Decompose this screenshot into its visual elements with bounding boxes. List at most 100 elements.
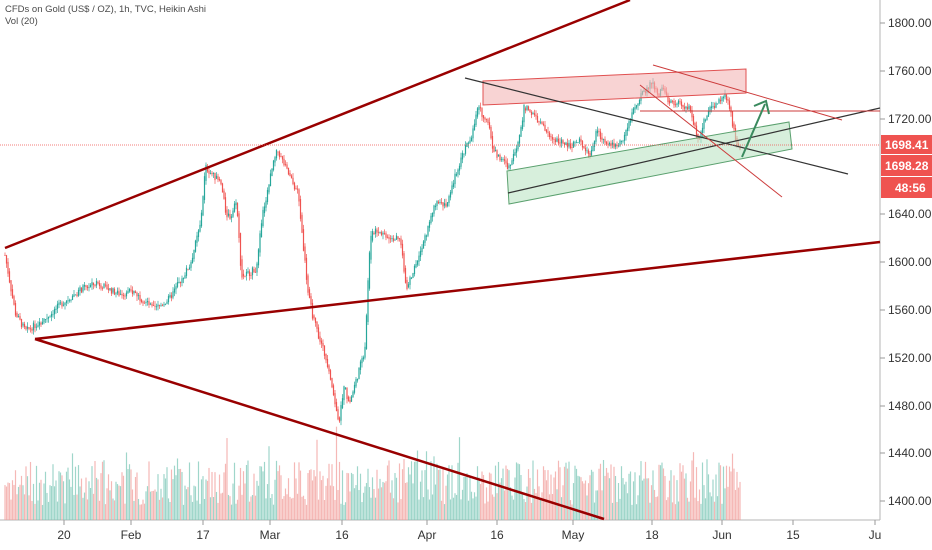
candle-body <box>544 124 546 131</box>
volume-bar <box>181 472 183 520</box>
candle-body <box>497 154 500 157</box>
candle-body <box>344 387 347 389</box>
volume-bar <box>490 473 492 520</box>
candle-body <box>701 127 704 133</box>
candle-body <box>409 277 411 285</box>
upper-resistance-diagonal[interactable] <box>652 64 843 121</box>
candle-body <box>667 94 669 103</box>
volume-bar <box>242 471 245 520</box>
candle-body <box>68 300 71 302</box>
candle-body <box>91 282 93 286</box>
volume-bar <box>109 490 111 520</box>
volume-bar <box>347 473 350 520</box>
candle-body <box>71 295 74 300</box>
candle-body <box>496 150 498 158</box>
volume-bar <box>493 496 495 520</box>
volume-bar <box>500 478 503 520</box>
volume-bar <box>653 489 656 520</box>
volume-bar <box>145 491 147 520</box>
candle-body <box>55 308 57 310</box>
volume-bar <box>610 464 612 520</box>
volume-bar <box>602 460 605 520</box>
descending-trendline[interactable] <box>464 77 849 175</box>
rising-support-trendline[interactable] <box>34 240 881 341</box>
candle-body <box>506 162 509 170</box>
candle-body <box>718 98 720 104</box>
volume-bar <box>226 438 228 520</box>
volume-bar <box>46 492 48 520</box>
candle-body <box>308 289 311 298</box>
candle-body <box>202 196 204 216</box>
volume-bar <box>637 495 639 520</box>
drawings[interactable] <box>0 0 881 521</box>
volume-bar <box>56 501 59 520</box>
candle-body <box>100 285 102 289</box>
candle-body <box>587 150 590 154</box>
volume-bar <box>712 479 714 520</box>
candle-body <box>538 121 540 123</box>
candle-body <box>679 101 681 103</box>
volume-bar <box>608 478 611 520</box>
time-axis[interactable]: 20 Feb 17 Mar 16 Apr 16 May 18 Jun 15 Ju <box>57 520 881 542</box>
volume-bar <box>47 501 50 520</box>
steep-decline-line[interactable] <box>639 84 783 198</box>
volume-bar <box>724 488 726 520</box>
candle-body <box>181 278 183 283</box>
candle-body <box>683 106 686 109</box>
volume-bar <box>715 474 717 520</box>
candle-body <box>451 185 453 194</box>
volume-bar <box>509 487 512 520</box>
volume-bar <box>5 486 8 520</box>
volume-bar <box>640 461 642 520</box>
candle-body <box>569 143 572 148</box>
volume-bar <box>704 498 707 520</box>
volume-bar <box>212 497 215 520</box>
lower-expanding-trendline[interactable] <box>34 337 605 521</box>
resistance-zone-box[interactable] <box>482 68 747 106</box>
price-axis[interactable]: 1800.00 1760.00 1720.00 1640.00 1600.00 … <box>880 16 932 508</box>
volume-bar <box>95 477 98 520</box>
candle-body <box>670 100 672 103</box>
candle-body <box>338 417 341 422</box>
candle-body <box>316 321 318 329</box>
price-tick: 1720.00 <box>880 112 932 126</box>
volume-bar <box>170 469 173 520</box>
candle-body <box>26 326 29 329</box>
volume-bar <box>53 486 56 520</box>
volume-bar <box>245 464 248 520</box>
price-tick: 1760.00 <box>880 64 932 78</box>
volume-bar <box>566 468 569 520</box>
svg-text:May: May <box>562 528 585 542</box>
volume-bar <box>409 474 411 520</box>
volume-bar <box>464 476 467 520</box>
candle-body <box>305 257 308 280</box>
volume-bar <box>268 446 270 520</box>
candle-body <box>236 202 239 216</box>
candle-body <box>680 101 683 106</box>
volume-bar <box>302 495 305 520</box>
volume-bar <box>685 473 687 520</box>
candle-body <box>484 117 486 120</box>
candle-body <box>491 135 494 149</box>
candle-body <box>320 340 323 344</box>
volume-bar <box>361 502 363 520</box>
volume-bar <box>395 477 398 520</box>
volume-bar <box>700 503 702 520</box>
volume-bar <box>418 499 420 520</box>
volume-bar <box>707 474 710 520</box>
projection-arrow[interactable] <box>741 99 770 158</box>
volume-bar <box>673 475 675 520</box>
candle-body <box>299 199 302 219</box>
volume-bar <box>275 460 278 520</box>
svg-text:1640.00: 1640.00 <box>888 207 932 221</box>
candle-body <box>119 293 122 295</box>
channel-support-line[interactable] <box>507 107 881 194</box>
upper-expanding-trendline[interactable] <box>4 0 631 250</box>
candle-body <box>4 255 6 256</box>
candle-body <box>605 141 608 145</box>
candle-body <box>302 229 305 251</box>
candle-body <box>166 301 168 304</box>
candle-body <box>422 241 425 249</box>
volume-bar <box>31 500 33 520</box>
